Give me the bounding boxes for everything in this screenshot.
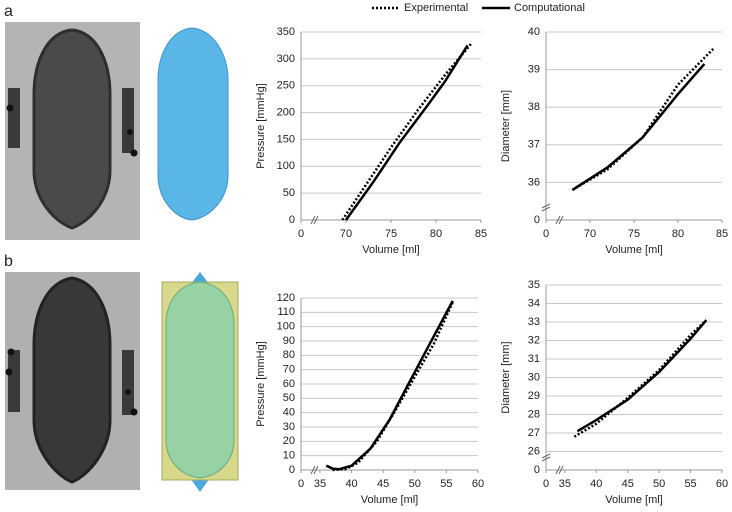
x-axis-title: Volume [ml] <box>605 244 662 256</box>
y-tick-label: 26 <box>528 445 540 457</box>
data-line <box>341 41 473 221</box>
x-tick-label: 85 <box>475 228 487 240</box>
x-tick-label: 0 <box>543 228 549 240</box>
axis-break <box>541 203 551 212</box>
y-tick-label: 31 <box>528 353 540 365</box>
panel-label: a <box>4 3 13 20</box>
y-tick-label: 20 <box>283 435 295 447</box>
y-tick-label: 38 <box>528 101 540 113</box>
x-tick-label: 70 <box>340 228 352 240</box>
x-tick-label: 40 <box>590 478 602 490</box>
xray-image <box>5 22 140 240</box>
x-tick-label: 75 <box>628 228 640 240</box>
y-tick-label: 60 <box>283 378 295 390</box>
y-tick-label: 70 <box>283 364 295 376</box>
data-line <box>344 44 469 221</box>
data-line <box>325 300 454 471</box>
legend-label: Experimental <box>404 2 468 14</box>
y-tick-label: 39 <box>528 64 540 76</box>
x-tick-label: 60 <box>472 478 484 490</box>
y-tick-label: 200 <box>277 106 295 118</box>
x-tick-label: 40 <box>345 478 357 490</box>
x-tick-label: 80 <box>430 228 442 240</box>
x-axis-title: Volume [ml] <box>361 494 418 506</box>
y-tick-label: 0 <box>534 214 540 226</box>
x-tick-label: 50 <box>653 478 665 490</box>
y-axis-title: Pressure [mmHg] <box>255 341 267 427</box>
x-tick-label: 70 <box>584 228 596 240</box>
x-tick-label: 35 <box>559 478 571 490</box>
x-tick-label: 55 <box>440 478 452 490</box>
y-tick-label: 350 <box>277 26 295 38</box>
y-tick-label: 32 <box>528 334 540 346</box>
y-tick-label: 90 <box>283 335 295 347</box>
y-axis-title: Diameter [mm] <box>500 341 512 413</box>
y-tick-label: 28 <box>528 408 540 420</box>
y-tick-label: 10 <box>283 450 295 462</box>
x-tick-label: 0 <box>298 478 304 490</box>
y-tick-label: 30 <box>283 421 295 433</box>
y-axis-title: Diameter [mm] <box>500 90 512 162</box>
y-tick-label: 29 <box>528 390 540 402</box>
x-tick-label: 0 <box>298 228 304 240</box>
y-tick-label: 100 <box>277 160 295 172</box>
x-tick-label: 85 <box>716 228 728 240</box>
legend-label: Computational <box>514 2 585 14</box>
y-tick-label: 0 <box>534 464 540 476</box>
model-image <box>157 27 229 221</box>
x-tick-label: 35 <box>314 478 326 490</box>
y-tick-label: 27 <box>528 427 540 439</box>
x-tick-label: 45 <box>377 478 389 490</box>
y-tick-label: 300 <box>277 53 295 65</box>
x-tick-label: 45 <box>622 478 634 490</box>
y-tick-label: 36 <box>528 176 540 188</box>
y-tick-label: 250 <box>277 80 295 92</box>
data-line <box>332 301 454 472</box>
x-tick-label: 80 <box>672 228 684 240</box>
axis-break <box>555 215 564 225</box>
data-line <box>571 63 706 191</box>
axis-break <box>541 453 551 462</box>
y-tick-label: 110 <box>277 306 295 318</box>
y-tick-label: 35 <box>528 279 540 291</box>
y-tick-label: 30 <box>528 371 540 383</box>
x-tick-label: 55 <box>684 478 696 490</box>
y-tick-label: 80 <box>283 349 295 361</box>
y-tick-label: 34 <box>528 297 540 309</box>
data-line <box>576 319 708 433</box>
y-tick-label: 40 <box>528 26 540 38</box>
y-tick-label: 0 <box>289 464 295 476</box>
axis-break <box>310 465 319 475</box>
x-tick-label: 60 <box>716 478 728 490</box>
axis-break <box>310 215 319 225</box>
xray-image <box>5 272 140 490</box>
axis-break <box>555 465 564 475</box>
model-image <box>161 272 239 492</box>
panel-label: b <box>4 253 13 270</box>
data-line <box>573 319 708 438</box>
y-tick-label: 50 <box>283 392 295 404</box>
x-tick-label: 0 <box>543 478 549 490</box>
y-tick-label: 33 <box>528 316 540 328</box>
y-tick-label: 50 <box>283 187 295 199</box>
y-tick-label: 40 <box>283 407 295 419</box>
y-tick-label: 37 <box>528 139 540 151</box>
y-tick-label: 150 <box>277 133 295 145</box>
x-tick-label: 75 <box>385 228 397 240</box>
y-tick-label: 0 <box>289 214 295 226</box>
y-tick-label: 120 <box>277 292 295 304</box>
x-axis-title: Volume [ml] <box>362 244 419 256</box>
y-axis-title: Pressure [mmHg] <box>255 83 267 169</box>
y-tick-label: 100 <box>277 321 295 333</box>
x-tick-label: 50 <box>409 478 421 490</box>
x-axis-title: Volume [ml] <box>605 494 662 506</box>
